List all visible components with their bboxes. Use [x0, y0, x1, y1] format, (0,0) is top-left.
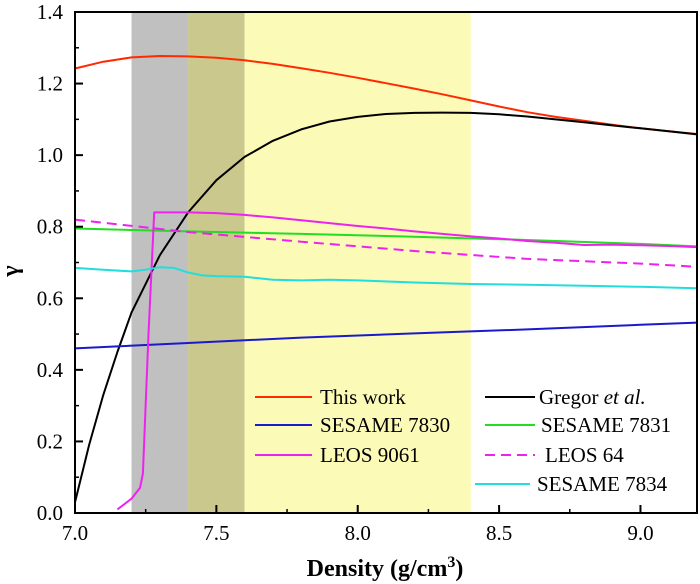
shaded-region-3 [244, 12, 471, 513]
legend-label-sesame-7834: SESAME 7834 [537, 472, 668, 496]
y-tick-label: 0.8 [37, 215, 63, 239]
x-tick-label: 9.0 [627, 521, 653, 545]
y-tick-label: 1.0 [37, 143, 63, 167]
y-axis-title: γ [0, 265, 24, 277]
x-tick-label: 8.0 [345, 521, 371, 545]
legend-label-this-work: This work [320, 385, 406, 409]
shaded-regions [131, 12, 471, 513]
y-tick-label: 0.2 [37, 429, 63, 453]
x-tick-label: 8.5 [486, 521, 512, 545]
legend-label-leos-64: LEOS 64 [545, 443, 624, 467]
x-tick-label: 7.0 [62, 521, 88, 545]
y-tick-label: 0.0 [37, 501, 63, 525]
y-tick-label: 1.4 [37, 0, 64, 24]
x-axis-title: Density (g/cm3) [307, 554, 464, 582]
y-tick-label: 0.4 [37, 358, 64, 382]
x-axis-ticks: 7.0 7.5 8.0 8.5 9.0 [62, 505, 654, 545]
shaded-region-2 [188, 12, 245, 513]
series-line-leos-64 [74, 218, 698, 268]
series-lines [74, 55, 698, 511]
series-line-leos-9061 [116, 211, 698, 511]
shaded-region-1 [131, 12, 189, 513]
y-tick-label: 1.2 [37, 72, 63, 96]
series-line-this-work [74, 55, 698, 135]
y-axis-ticks: 0.0 0.2 0.4 0.6 0.8 1.0 1.2 1.4 [37, 0, 83, 525]
series-line-gregor-et-al [74, 111, 698, 503]
y-tick-label: 0.6 [37, 286, 63, 310]
legend: This work Gregor et al. SESAME 7830 SESA… [255, 385, 671, 496]
legend-label-sesame-7831: SESAME 7831 [541, 413, 671, 437]
legend-label-sesame-7830: SESAME 7830 [320, 413, 450, 437]
legend-label-leos-9061: LEOS 9061 [320, 443, 420, 467]
x-tick-label: 7.5 [203, 521, 229, 545]
series-line-sesame-7834 [74, 266, 698, 290]
legend-label-gregor: Gregor et al. [539, 385, 646, 409]
series-line-sesame-7830 [74, 321, 698, 350]
